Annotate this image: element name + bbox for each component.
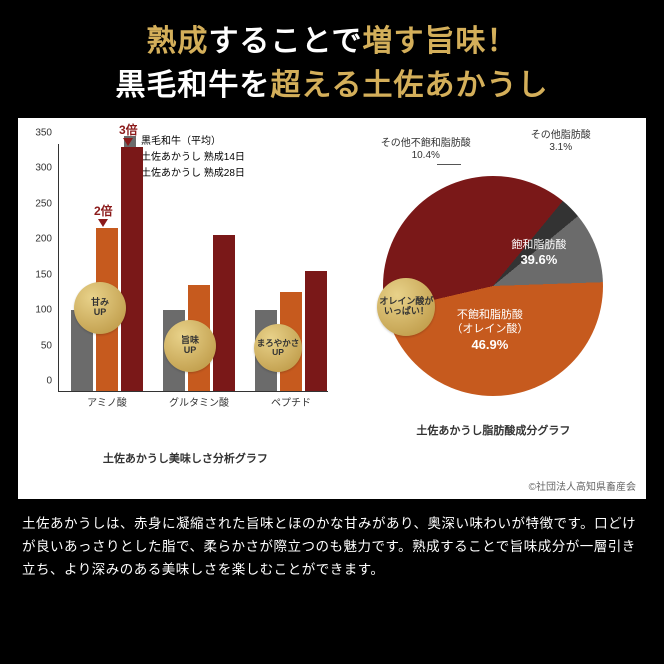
- x-axis-label: グルタミン酸: [159, 394, 239, 409]
- pie-slice-label: 飽和脂肪酸39.6%: [511, 238, 566, 269]
- y-tick: 50: [41, 340, 52, 351]
- bar-group: [67, 147, 147, 391]
- y-tick: 150: [35, 269, 52, 280]
- pie-outside-label: その他脂肪酸3.1%: [531, 130, 591, 154]
- pie-chart-subtitle: 土佐あかうし脂肪酸成分グラフ: [351, 422, 636, 438]
- gold-badge: 旨味UP: [164, 320, 216, 372]
- pie-outside-label: その他不飽和脂肪酸10.4%: [381, 138, 471, 162]
- y-axis: 050100150200250300350: [28, 144, 56, 392]
- credit-text: ©社団法人高知県畜産会: [18, 474, 646, 499]
- title-line-2: 黒毛和牛を超える土佐あかうし: [0, 60, 664, 104]
- title-block: 熟成することで増す旨味！ 黒毛和牛を超える土佐あかうし: [0, 0, 664, 118]
- gold-badge: オレイン酸がいっぱい！: [377, 278, 435, 336]
- y-tick: 200: [35, 234, 52, 245]
- x-axis-label: アミノ酸: [67, 394, 147, 409]
- y-tick: 0: [46, 376, 52, 387]
- charts-panel: 黒毛和牛（平均）土佐あかうし 熟成14日土佐あかうし 熟成28日 0501001…: [18, 118, 646, 474]
- bar: [213, 235, 235, 391]
- pie-chart-section: 不飽和脂肪酸（オレイン酸）46.9%飽和脂肪酸39.6%オレイン酸がいっぱい！ …: [351, 132, 636, 466]
- bar-chart-section: 黒毛和牛（平均）土佐あかうし 熟成14日土佐あかうし 熟成28日 0501001…: [28, 132, 343, 466]
- bar-chart: 050100150200250300350 アミノ酸グルタミン酸ペプチド 2倍3…: [28, 144, 338, 424]
- bar: [305, 271, 327, 391]
- title-line-1: 熟成することで増す旨味！: [0, 16, 664, 60]
- y-tick: 250: [35, 198, 52, 209]
- leader-line: [437, 164, 461, 165]
- x-axis-label: ペプチド: [251, 394, 331, 409]
- pie-chart: 不飽和脂肪酸（オレイン酸）46.9%飽和脂肪酸39.6%オレイン酸がいっぱい！: [383, 176, 603, 396]
- description-text: 土佐あかうしは、赤身に凝縮された旨味とほのかな甘みがあり、奥深い味わいが特徴です…: [0, 499, 664, 596]
- y-tick: 300: [35, 163, 52, 174]
- gold-badge: 甘みUP: [74, 282, 126, 334]
- gold-badge: まろやかさUP: [254, 324, 302, 372]
- multiplier-callout: 3倍: [119, 121, 138, 146]
- y-tick: 100: [35, 305, 52, 316]
- multiplier-callout: 2倍: [94, 202, 113, 227]
- bar-chart-subtitle: 土佐あかうし美味しさ分析グラフ: [28, 450, 343, 466]
- pie-slice-label: 不飽和脂肪酸（オレイン酸）46.9%: [451, 308, 528, 353]
- y-tick: 350: [35, 128, 52, 139]
- bar: [121, 147, 143, 391]
